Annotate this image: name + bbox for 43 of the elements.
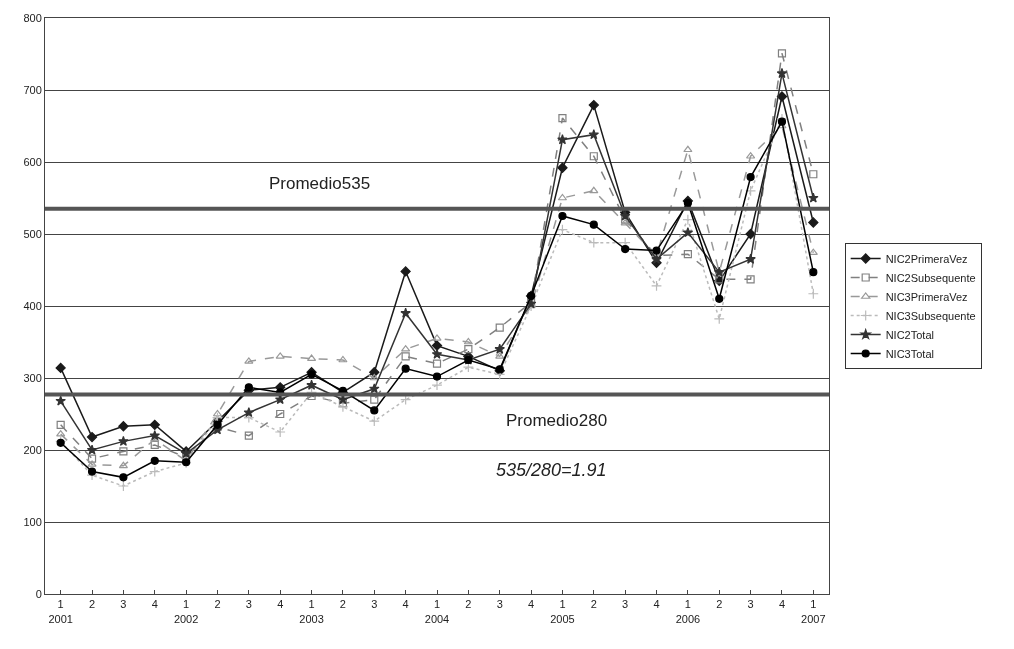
y-tick-label: 600: [23, 155, 42, 168]
x-tick-label: 3: [747, 598, 754, 611]
legend-label: NIC2Subsequente: [885, 271, 976, 284]
y-tick-label: 0: [35, 587, 42, 600]
x-tick-label: 3: [120, 598, 127, 611]
y-tick-label: 400: [23, 299, 42, 312]
legend-label: NIC2Total: [885, 328, 934, 341]
x-tick-label: 1 2004: [424, 598, 450, 625]
y-tick-label: 100: [23, 515, 42, 528]
x-tick-label: 1 2006: [675, 598, 701, 625]
ref-line-label: Promedio280: [506, 411, 608, 430]
x-tick-label: 3: [622, 598, 629, 611]
x-tick-label: 2: [339, 598, 346, 611]
x-tick-label: 4: [402, 598, 409, 611]
x-tick-label: 1 2003: [299, 598, 324, 625]
x-tick-label: 1 2001: [48, 598, 73, 625]
x-tick-label: 3: [496, 598, 503, 611]
x-tick-label: 4: [277, 598, 284, 611]
x-tick-label: 1 2005: [550, 598, 575, 625]
x-tick-label: 4: [778, 598, 786, 611]
x-tick-label: 1 2007: [801, 598, 826, 625]
x-tick-label: 3: [371, 598, 378, 611]
legend-label: NIC3Subsequente: [885, 309, 976, 322]
y-tick-label: 300: [23, 371, 42, 384]
x-tick-label: 2: [214, 598, 221, 611]
ref-line-label: Promedio535: [269, 174, 371, 193]
y-tick-label: 200: [23, 443, 42, 456]
x-tick-label: 1 2002: [173, 598, 199, 625]
y-tick-label: 800: [23, 11, 42, 24]
x-tick-label: 2: [716, 598, 723, 611]
legend-label: NIC3Total: [885, 347, 934, 360]
x-tick-label: 4: [151, 598, 158, 611]
x-tick-label: 2: [88, 598, 96, 611]
legend-label: NIC2PrimeraVez: [885, 252, 968, 265]
y-tick-label: 700: [23, 83, 42, 96]
annotation: 535/280=1.91: [496, 460, 607, 480]
legend-label: NIC3PrimeraVez: [885, 290, 968, 303]
x-tick-label: 4: [653, 598, 660, 611]
x-tick-label: 2: [465, 598, 472, 611]
x-tick-label: 3: [245, 598, 252, 611]
x-tick-label: 2: [590, 598, 597, 611]
x-tick-label: 4: [528, 598, 535, 611]
y-tick-label: 500: [23, 227, 42, 240]
